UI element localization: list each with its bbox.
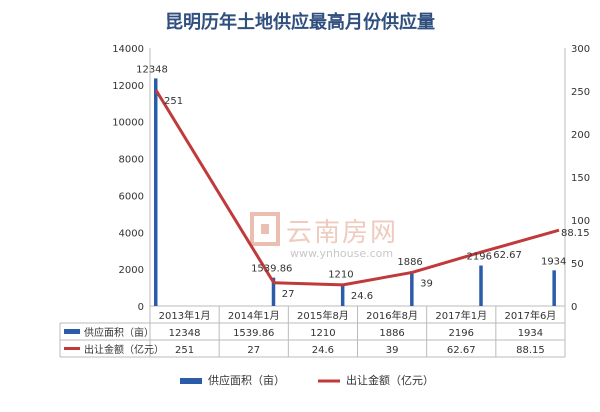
line-data-label: 27	[282, 289, 295, 300]
x-tick-label: 2017年1月	[435, 309, 487, 322]
table-cell: 24.6	[312, 345, 334, 356]
watermark-logo: 云南房网 www.ynhouse.com	[250, 212, 398, 260]
x-tick-label: 2015年8月	[297, 309, 349, 322]
bar-data-label: 1539.86	[251, 264, 292, 275]
table-row-key-bar	[64, 329, 80, 334]
watermark-mark-inner	[261, 224, 269, 234]
legend-label: 供应面积（亩）	[208, 373, 285, 387]
bar-data-label: 1886	[397, 257, 422, 268]
table-cell: 27	[247, 345, 260, 356]
data-labels: 12348 1539.86 1210 1886 2196 1934 251 27 24.6 39 6…	[136, 64, 590, 301]
table-row-label: 供应面积（亩）	[84, 326, 154, 339]
bar	[271, 277, 276, 306]
y-right-tick-label: 250	[571, 87, 590, 98]
y-left-tick-label: 10000	[112, 118, 144, 129]
y-right-tick-label: 0	[571, 302, 577, 313]
y-right-tick-label: 50	[571, 259, 584, 270]
series-line	[154, 89, 560, 287]
data-table: 2013年1月 2014年1月 2015年8月 2016年8月 2017年1月 2017年…	[59, 306, 566, 358]
table-cell: 1886	[379, 328, 404, 339]
y-left-tick-label: 8000	[119, 155, 144, 166]
bar	[410, 271, 414, 306]
table-cell: 1934	[518, 328, 543, 339]
table-cell: 62.67	[447, 345, 476, 356]
y-right-tick-label: 200	[571, 130, 590, 141]
legend-label: 出让金额（亿元）	[346, 373, 434, 387]
y-right-tick-label: 150	[571, 173, 590, 184]
chart-legend: 供应面积（亩） 出让金额（亿元）	[180, 373, 434, 387]
table-cell: 1539.86	[233, 328, 274, 339]
y-left-tick-label: 0	[138, 302, 144, 313]
x-tick-label: 2017年6月	[505, 309, 557, 322]
x-tick-label: 2016年8月	[366, 309, 418, 322]
y-left-tick-label: 2000	[119, 265, 144, 276]
line-data-label: 251	[164, 96, 183, 107]
table-cell: 39	[386, 345, 399, 356]
x-tick-label: 2014年1月	[228, 309, 280, 322]
line-series	[154, 89, 560, 287]
y-left-tick-label: 6000	[119, 191, 144, 202]
bar-data-label: 1210	[328, 270, 353, 281]
y-left-tick-label: 12000	[112, 81, 144, 92]
y-left-tick-label: 14000	[112, 44, 144, 55]
bar	[479, 265, 483, 306]
bar-data-label: 1934	[541, 256, 566, 267]
bar	[552, 270, 556, 306]
line-data-label: 88.15	[561, 228, 590, 239]
bar-data-label: 12348	[136, 64, 168, 75]
chart-title: 昆明历年土地供应最高月份供应量	[165, 11, 435, 33]
bar-series	[154, 78, 556, 306]
legend-key-bar	[180, 378, 202, 384]
table-row-label: 出让金额（亿元）	[84, 343, 164, 356]
watermark-url: www.ynhouse.com	[290, 247, 393, 260]
table-cell: 2196	[449, 328, 474, 339]
watermark-mark	[250, 212, 280, 246]
table-cell: 12348	[169, 328, 201, 339]
table-cell: 251	[175, 345, 194, 356]
line-data-label: 39	[420, 278, 433, 289]
table-cell: 1210	[310, 328, 335, 339]
bar-data-label: 2196	[467, 252, 492, 263]
bar	[340, 283, 345, 306]
x-tick-label: 2013年1月	[159, 309, 211, 322]
table-cell: 88.15	[516, 345, 545, 356]
y-right-tick-label: 100	[571, 216, 590, 227]
line-data-label: 62.67	[493, 250, 522, 261]
y-left-tick-label: 4000	[119, 228, 144, 239]
line-data-label: 24.6	[351, 291, 373, 302]
y-right-tick-label: 300	[571, 44, 590, 55]
watermark-brand: 云南房网	[286, 218, 398, 248]
bar	[154, 78, 158, 306]
